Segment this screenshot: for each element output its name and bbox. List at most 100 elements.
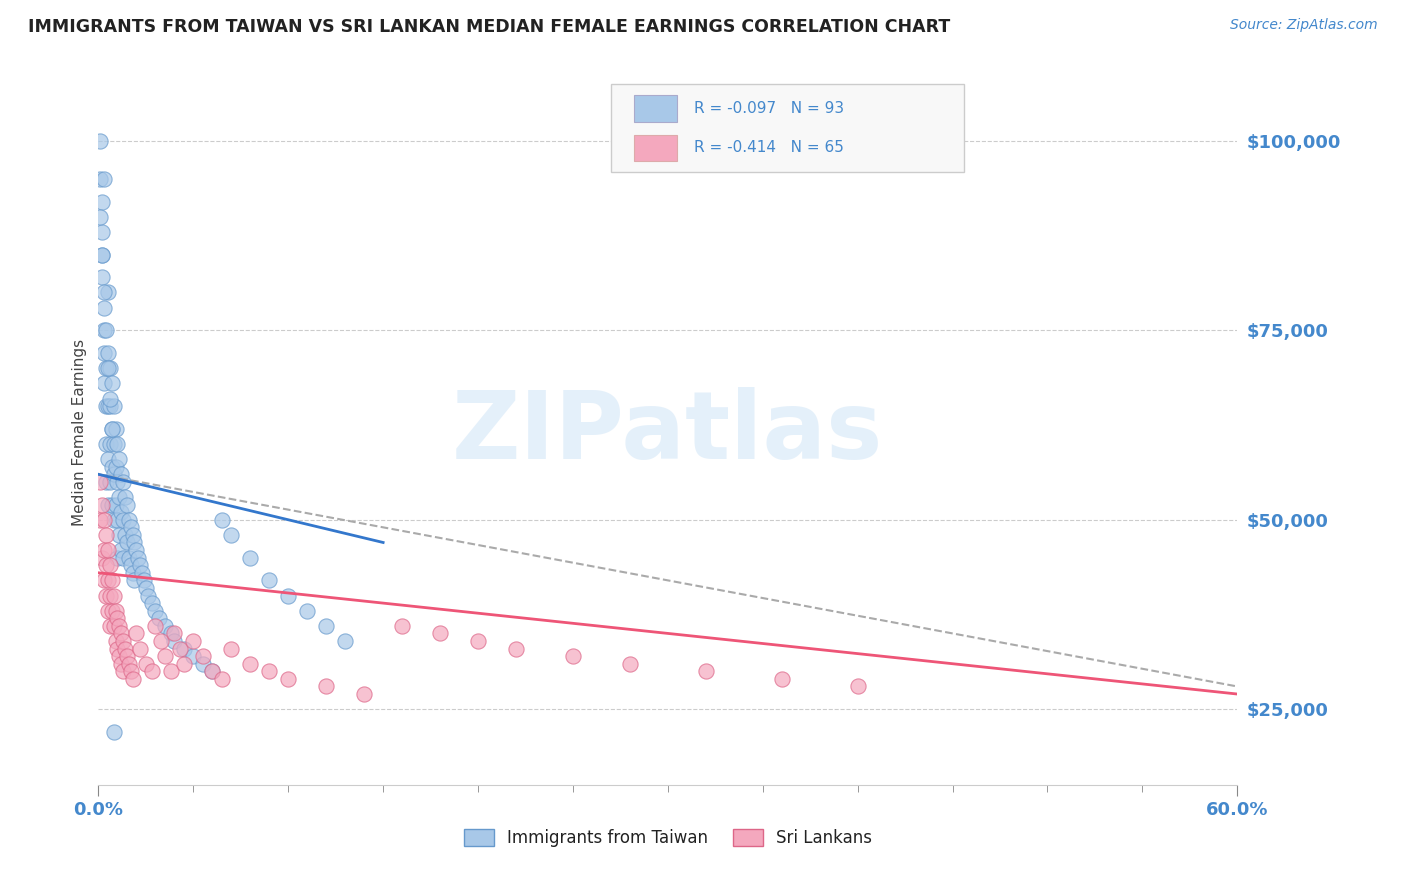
Point	[91, 247, 114, 261]
Point	[98, 437, 121, 451]
Point	[201, 665, 224, 679]
Point	[114, 528, 136, 542]
Point	[97, 604, 120, 618]
Point	[153, 649, 176, 664]
Point	[145, 604, 167, 618]
Bar	[634, 95, 676, 122]
Point	[100, 604, 122, 618]
Point	[104, 634, 127, 648]
Point	[239, 550, 262, 565]
Point	[91, 194, 114, 209]
Point	[89, 210, 111, 224]
Point	[121, 566, 143, 580]
Point	[110, 626, 132, 640]
Point	[297, 604, 319, 618]
Point	[89, 171, 111, 186]
Point	[259, 665, 281, 679]
Point	[104, 604, 127, 618]
Point	[98, 475, 121, 489]
Point	[169, 641, 191, 656]
Point	[277, 589, 299, 603]
Point	[135, 657, 157, 671]
Point	[97, 361, 120, 376]
Point	[131, 566, 153, 580]
Text: R = -0.097   N = 93: R = -0.097 N = 93	[695, 102, 844, 116]
Point	[98, 558, 121, 573]
Point	[100, 574, 122, 588]
Point	[125, 626, 148, 640]
Point	[97, 285, 120, 300]
Point	[93, 171, 115, 186]
FancyBboxPatch shape	[612, 84, 965, 172]
Point	[183, 634, 205, 648]
Point	[93, 323, 115, 337]
Point	[277, 672, 299, 686]
Point	[201, 665, 224, 679]
Point	[118, 550, 141, 565]
Point	[353, 687, 375, 701]
Point	[315, 680, 337, 694]
Point	[148, 611, 170, 625]
Point	[98, 392, 121, 406]
Point	[135, 581, 157, 595]
Point	[104, 422, 127, 436]
Point	[91, 225, 114, 239]
Point	[107, 513, 129, 527]
Point	[93, 513, 115, 527]
Point	[98, 399, 121, 413]
Point	[97, 543, 120, 558]
Point	[98, 589, 121, 603]
Point	[103, 467, 125, 482]
Point	[108, 452, 131, 467]
Point	[93, 346, 115, 360]
Point	[191, 649, 214, 664]
Point	[107, 550, 129, 565]
Point	[89, 513, 111, 527]
Point	[93, 301, 115, 315]
Point	[120, 520, 142, 534]
Point	[163, 626, 186, 640]
Point	[695, 665, 717, 679]
Point	[97, 574, 120, 588]
Point	[141, 665, 163, 679]
Point	[121, 672, 143, 686]
Point	[115, 535, 138, 549]
Point	[100, 498, 122, 512]
Point	[335, 634, 357, 648]
Point	[94, 528, 117, 542]
Point	[110, 657, 132, 671]
Point	[173, 641, 195, 656]
Point	[100, 459, 122, 474]
Point	[103, 513, 125, 527]
Point	[91, 270, 114, 285]
Point	[108, 528, 131, 542]
Point	[91, 498, 114, 512]
Text: R = -0.414   N = 65: R = -0.414 N = 65	[695, 140, 844, 155]
Point	[112, 665, 135, 679]
Point	[94, 475, 117, 489]
Point	[94, 589, 117, 603]
Point	[846, 680, 869, 694]
Point	[770, 672, 793, 686]
Point	[112, 634, 135, 648]
Point	[112, 550, 135, 565]
Point	[150, 634, 173, 648]
Point	[91, 550, 114, 565]
Point	[107, 437, 129, 451]
Point	[211, 513, 233, 527]
Point	[183, 649, 205, 664]
Point	[94, 558, 117, 573]
Point	[211, 672, 233, 686]
Point	[98, 361, 121, 376]
Point	[125, 543, 148, 558]
Point	[107, 611, 129, 625]
Point	[108, 490, 131, 504]
Point	[429, 626, 451, 640]
Point	[467, 634, 489, 648]
Point	[562, 649, 585, 664]
Point	[100, 422, 122, 436]
Point	[129, 641, 152, 656]
Bar	[634, 135, 676, 161]
Point	[112, 475, 135, 489]
Y-axis label: Median Female Earnings: Median Female Earnings	[72, 339, 87, 526]
